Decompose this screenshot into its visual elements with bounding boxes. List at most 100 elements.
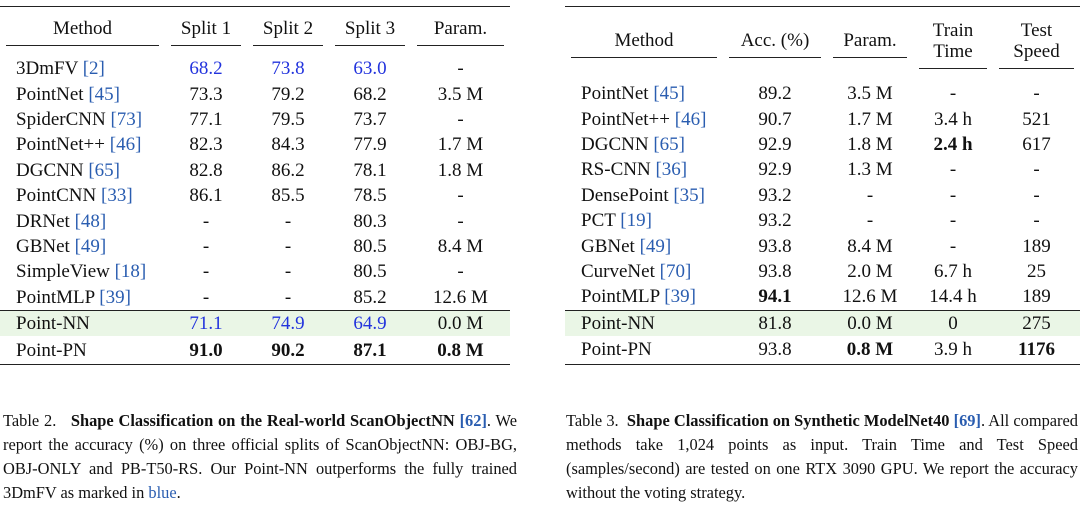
caption-label: Table 3. <box>566 411 619 430</box>
value-cell: 63.0 <box>353 58 387 80</box>
table-row: PointNet [45] 73.3 79.2 68.2 3.5 M <box>0 81 510 106</box>
table-row: Point-PN 93.8 0.8 M 3.9 h 1176 <box>565 336 1080 365</box>
value-cell: 3.4 h <box>934 108 972 130</box>
value-cell: - <box>949 159 957 181</box>
value-cell: 73.7 <box>353 108 387 130</box>
caption: Table 2. Shape Classification on the Rea… <box>3 409 517 505</box>
value-cell: 80.5 <box>353 261 387 283</box>
value-cell: 0 <box>913 309 993 336</box>
method-cell: PointNet [45] <box>565 81 723 106</box>
value-cell: - <box>457 261 464 283</box>
value-cell: - <box>284 235 292 257</box>
value-cell: 81.8 <box>723 309 827 336</box>
value-cell: 93.8 <box>758 260 792 282</box>
method-name: 3DmFV <box>16 58 78 80</box>
value-cell: 12.6 M <box>842 286 898 308</box>
value-cell: - <box>202 235 210 257</box>
caption-title: Shape Classification on the Real-world S… <box>70 411 455 430</box>
table-row: PointNet++ [46] 90.7 1.7 M 3.4 h 521 <box>565 106 1080 131</box>
table-row: GBNet [49] 93.8 8.4 M - 189 <box>565 233 1080 258</box>
caption-text: . We report the accuracy (%) on three of… <box>3 411 517 502</box>
method-name: DensePoint <box>581 184 669 206</box>
value-cell: 68.2 <box>189 58 223 80</box>
citation: [65] <box>653 133 685 155</box>
table-row: PointMLP [39] 94.1 12.6 M 14.4 h 189 <box>565 284 1080 310</box>
value-cell: - <box>202 286 210 308</box>
value-cell: 2.4 h <box>933 133 973 155</box>
header-text: Method <box>6 18 159 46</box>
column-header: Param. <box>411 7 510 57</box>
method-cell: DRNet [48] <box>0 208 165 233</box>
citation: [73] <box>110 108 143 130</box>
method-cell: SpiderCNN [73] <box>0 107 165 132</box>
value-cell: 79.5 <box>271 108 305 130</box>
header-text: Split 1 <box>171 18 241 46</box>
table-row: Point-PN 91.0 90.2 87.1 0.8 M <box>0 336 510 365</box>
citation: [39] <box>664 286 696 308</box>
value-cell: 617 <box>1022 133 1051 155</box>
value-cell: 93.8 <box>758 235 792 257</box>
value-cell: - <box>457 108 464 130</box>
column-header: Split 2 <box>247 7 329 57</box>
value-cell: 1.7 M <box>437 134 484 156</box>
value-cell: 93.2 <box>758 210 792 232</box>
value-cell: 71.1 <box>165 309 247 337</box>
table-row: Point-NN 71.1 74.9 64.9 0.0 M <box>0 309 510 337</box>
value-cell: - <box>949 184 957 206</box>
header-text: Method <box>571 30 717 58</box>
value-cell: - <box>284 261 292 283</box>
value-cell: 189 <box>1022 235 1051 257</box>
table-row: DGCNN [65] 92.9 1.8 M 2.4 h 617 <box>565 132 1080 157</box>
table: Method Split 1 Split 2 Split 3 Param. 3DmFV [… <box>0 6 510 366</box>
table-row: PointNet++ [46] 82.3 84.3 77.9 1.7 M <box>0 132 510 157</box>
value-cell: 0.0 M <box>827 309 913 336</box>
value-cell: 92.9 <box>758 159 792 181</box>
method-cell: CurveNet [70] <box>565 259 723 284</box>
value-cell: 78.5 <box>353 185 387 207</box>
value-cell: 80.5 <box>353 235 387 257</box>
caption-ref: [62] <box>459 411 487 430</box>
method-name: SpiderCNN <box>16 108 106 130</box>
value-cell: 73.8 <box>271 58 305 80</box>
column-header: Acc. (%) <box>723 7 827 82</box>
method-cell: PointMLP [39] <box>565 284 723 310</box>
column-header: Param. <box>827 7 913 82</box>
value-cell: 3.5 M <box>847 83 893 105</box>
value-cell: 8.4 M <box>437 235 484 257</box>
value-cell: - <box>949 83 957 105</box>
value-cell: 521 <box>1022 108 1051 130</box>
value-cell: - <box>1033 184 1040 206</box>
value-cell: - <box>457 185 464 207</box>
column-header: Method <box>0 7 165 57</box>
table-row: Point-NN 81.8 0.0 M 0 275 <box>565 309 1080 336</box>
method-cell: DGCNN [65] <box>0 158 165 183</box>
method-name: DGCNN <box>16 159 84 181</box>
value-cell: - <box>1033 159 1040 181</box>
method-name: CurveNet <box>581 260 655 282</box>
value-cell: 92.9 <box>758 133 792 155</box>
citation: [45] <box>88 83 120 105</box>
method-cell: SimpleView [18] <box>0 259 165 284</box>
value-cell: - <box>202 210 210 232</box>
header-text: Train Time <box>919 20 987 69</box>
value-cell: - <box>866 210 874 232</box>
caption-end: . <box>176 483 181 502</box>
method-cell: Point-PN <box>565 336 723 365</box>
method-name: PointNet <box>581 83 649 105</box>
method-cell: DGCNN [65] <box>565 132 723 157</box>
method-name: Point-NN <box>581 312 655 334</box>
table-row: RS-CNN [36] 92.9 1.3 M - - <box>565 157 1080 182</box>
method-name: SimpleView <box>16 261 110 283</box>
header-text: Split 3 <box>335 18 405 46</box>
table-row: DGCNN [65] 82.8 86.2 78.1 1.8 M <box>0 158 510 183</box>
value-cell: 85.2 <box>353 286 387 308</box>
header-text: Acc. (%) <box>729 30 821 58</box>
caption-title: Shape Classification on Synthetic ModelN… <box>626 411 950 430</box>
method-name: Point-NN <box>16 313 90 335</box>
value-cell: 85.5 <box>271 185 305 207</box>
table-row: DensePoint [35] 93.2 - - - <box>565 183 1080 208</box>
method-name: GBNet <box>581 235 635 257</box>
citation: [2] <box>82 58 105 80</box>
citation: [19] <box>620 210 652 232</box>
